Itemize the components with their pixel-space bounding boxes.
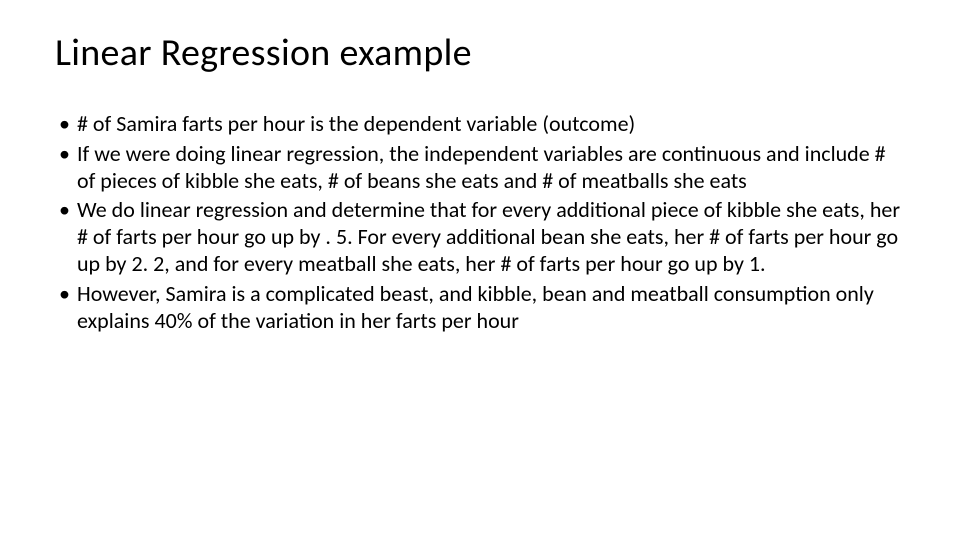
list-item: If we were doing linear regression, the … (55, 141, 905, 195)
list-item: We do linear regression and determine th… (55, 197, 905, 277)
bullet-list: # of Samira farts per hour is the depend… (55, 111, 905, 335)
list-item: # of Samira farts per hour is the depend… (55, 111, 905, 138)
slide-title: Linear Regression example (55, 30, 905, 76)
list-item: However, Samira is a complicated beast, … (55, 281, 905, 335)
